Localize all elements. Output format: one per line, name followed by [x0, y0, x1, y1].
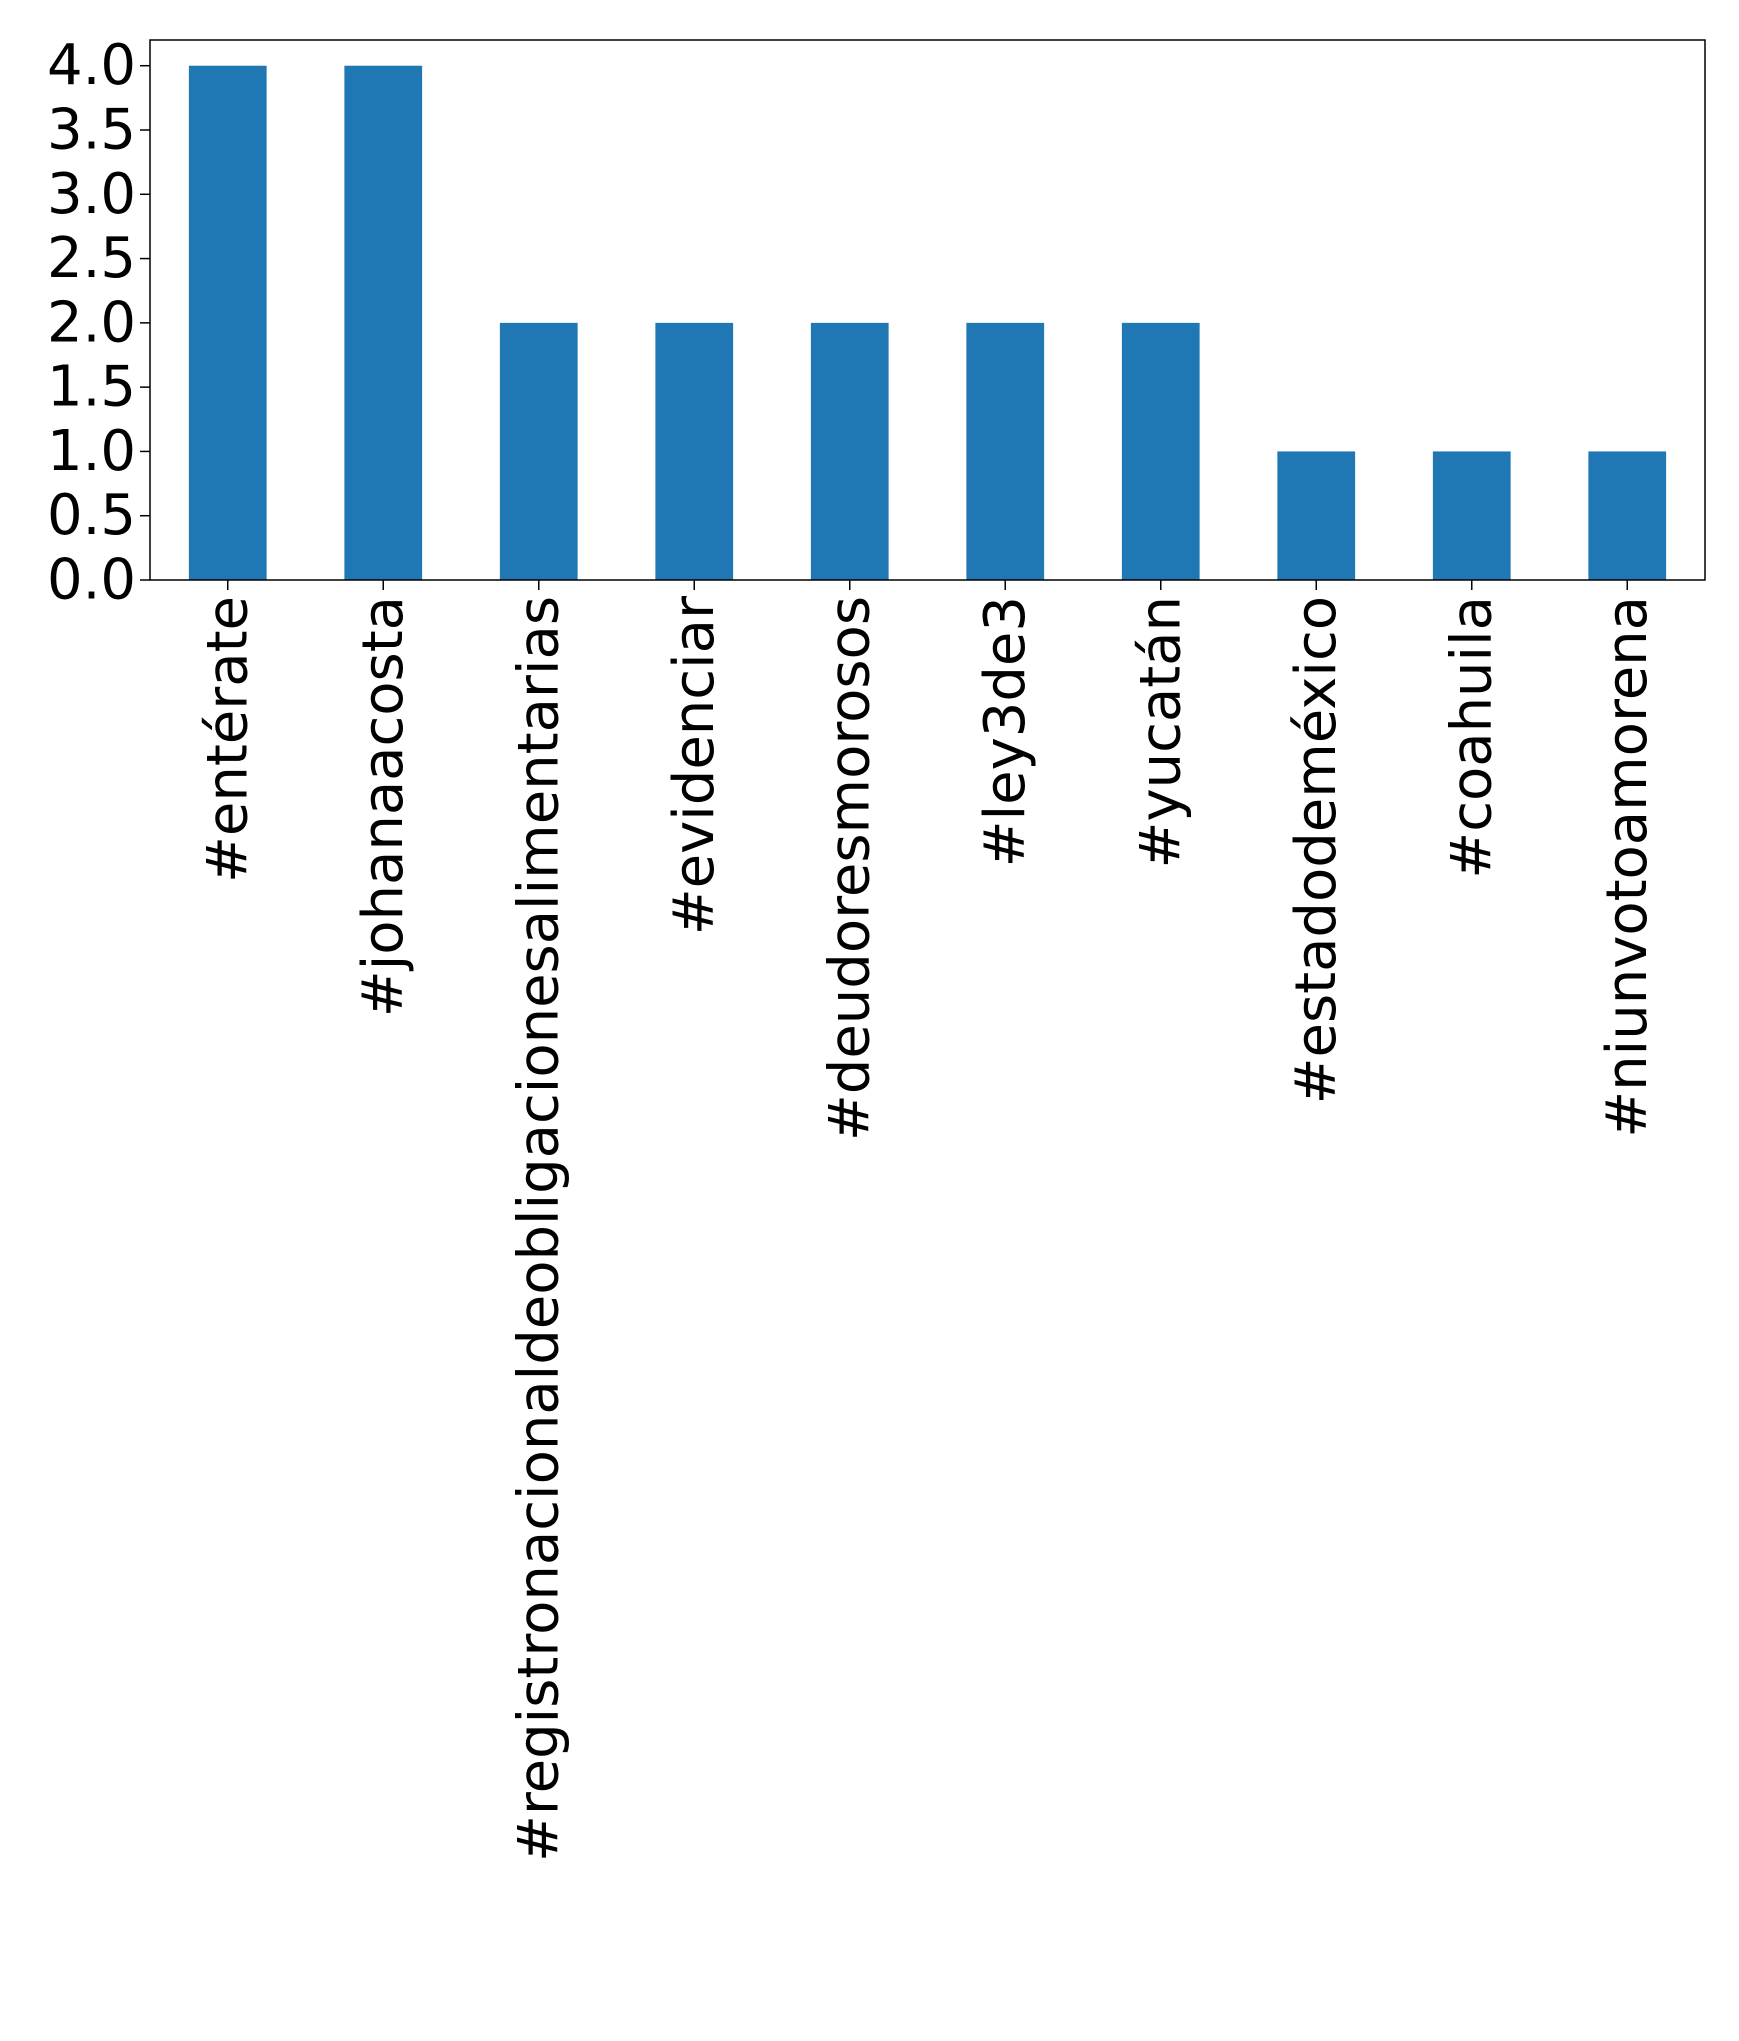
x-tick-label: #registronacionaldeobligacionesalimentar…: [506, 596, 571, 1862]
x-tick-label: #yucatán: [1128, 596, 1193, 868]
x-axis: #entérate #johanaacosta #registronacionald…: [195, 580, 1660, 1862]
bar-5: [966, 322, 1045, 580]
y-tick-label: 3.5: [47, 98, 136, 163]
x-tick-label: #estadodeméxico: [1284, 596, 1349, 1104]
x-tick-label: #evidenciar: [662, 595, 727, 935]
y-tick-label: 2.5: [47, 226, 136, 291]
bar-7: [1277, 451, 1356, 580]
bar-2: [499, 322, 578, 580]
bar-0: [188, 65, 267, 580]
bar-8: [1432, 451, 1511, 580]
x-tick-label: #johanaacosta: [351, 596, 416, 1017]
bar-6: [1121, 322, 1200, 580]
y-axis: 0.00.51.01.52.02.53.03.54.0: [47, 33, 150, 613]
x-tick-label: #niunvotoamorena: [1595, 596, 1660, 1138]
y-tick-label: 0.5: [47, 483, 136, 548]
bar-3: [655, 322, 734, 580]
y-tick-label: 1.5: [47, 355, 136, 420]
bar-4: [810, 322, 889, 580]
y-tick-label: 4.0: [47, 33, 136, 98]
y-tick-label: 1.0: [47, 419, 136, 484]
y-tick-label: 2.0: [47, 290, 136, 355]
bars-group: [188, 65, 1667, 580]
x-tick-label: #deudoresmorosos: [817, 596, 882, 1141]
bar-1: [344, 65, 423, 580]
plot-frame: [149, 39, 1706, 581]
bar-9: [1588, 451, 1667, 580]
x-tick-label: #ley3de3: [973, 596, 1038, 867]
y-tick-label: 3.0: [47, 162, 136, 227]
y-tick-label: 0.0: [47, 548, 136, 613]
x-tick-label: #coahuila: [1439, 596, 1504, 879]
x-tick-label: #entérate: [195, 596, 260, 883]
